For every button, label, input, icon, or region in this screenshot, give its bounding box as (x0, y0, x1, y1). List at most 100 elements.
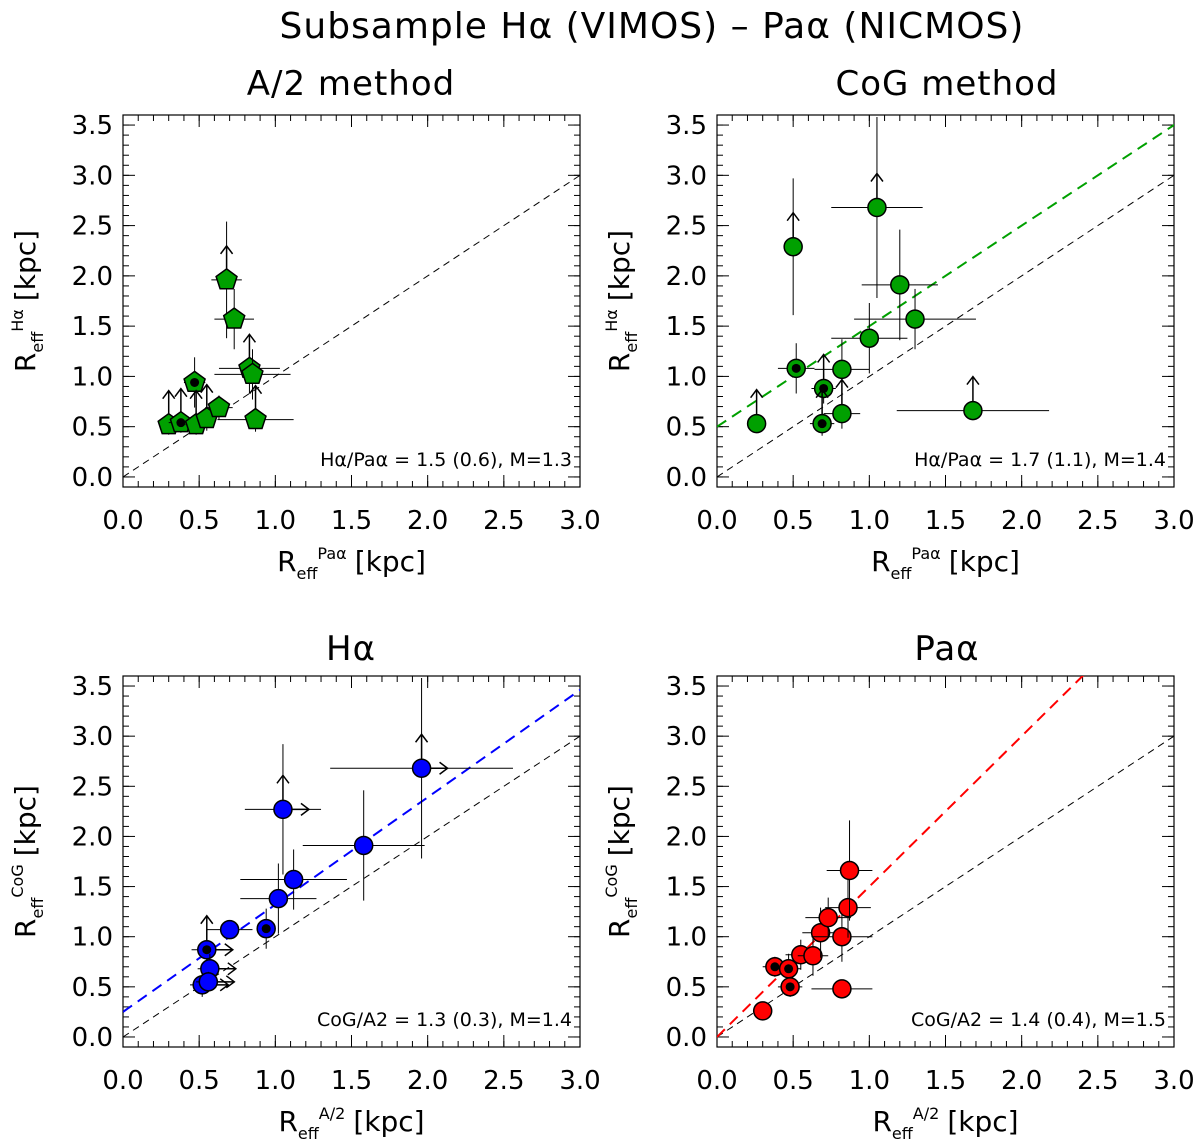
x-tick-label: 1.5 (925, 1066, 966, 1096)
x-label-superscript: Paα (317, 544, 346, 563)
panel-annotation: CoG/A2 = 1.3 (0.3), M=1.4 (317, 1009, 572, 1031)
y-axis-label: ReffHα [kpc] (8, 230, 47, 372)
x-label-subscript: eff (297, 564, 319, 583)
data-point (831, 117, 923, 298)
x-label-unit: [kpc] (353, 1105, 424, 1138)
circle-marker (832, 403, 852, 424)
x-tick-label: 2.5 (483, 1066, 524, 1096)
y-label-unit: [kpc] (9, 230, 42, 301)
circle-marker (752, 1001, 773, 1021)
data-point (777, 343, 815, 394)
lower-limit-arrowhead (200, 383, 214, 394)
inner-dot (261, 924, 271, 934)
inner-dot (785, 982, 795, 992)
x-tick-label: 0.5 (772, 1066, 813, 1096)
data-point (809, 388, 835, 436)
x-tick-label: 2.5 (1077, 1066, 1118, 1096)
plot-area: 0.0 0.5 1.0 1.5 2.0 2.5 3.0 0.0 0.5 1.0 1.5 2.0 2.5 3… (602, 672, 1195, 1140)
x-tick-label: 0.0 (696, 1066, 737, 1096)
y-label-superscript: Hα (602, 309, 621, 332)
data-point (752, 1001, 773, 1021)
y-tick-label: 3.0 (666, 161, 707, 191)
x-label-unit: [kpc] (355, 545, 426, 578)
y-tick-label: 1.5 (666, 312, 707, 342)
data-point (191, 914, 235, 970)
data-point (256, 908, 276, 949)
panel-title: Paα (914, 629, 979, 669)
y-label-superscript: Hα (8, 309, 27, 332)
x-tick-label: 0.5 (772, 506, 813, 536)
reference-lines (123, 174, 580, 478)
circle-marker (890, 275, 910, 295)
circle-marker (283, 869, 304, 890)
y-tick-label: 0.5 (666, 973, 707, 1003)
data-point (805, 897, 852, 938)
x-label-symbol: R (872, 1105, 891, 1138)
x-tick-label: 3.0 (559, 1066, 600, 1096)
x-tick-label: 3.0 (1153, 1066, 1194, 1096)
plot-area: 0.0 0.5 1.0 1.5 2.0 2.5 3.0 0.0 0.5 1.0 1.5 2.0 2.5 3… (602, 111, 1195, 583)
y-label-symbol: R (603, 919, 636, 938)
data-point (814, 339, 870, 400)
data-point (244, 744, 322, 875)
y-tick-label: 3.5 (666, 672, 707, 702)
panel-cog-method: CoG method 0.0 0.5 1.0 1.5 2.0 2.5 3.0 0.0 0.5 1.… (602, 64, 1195, 583)
circle-marker (746, 413, 767, 434)
panel-annotation: Hα/Paα = 1.7 (1.1), M=1.4 (914, 449, 1166, 471)
x-tick-label: 1.5 (925, 506, 966, 536)
y-label-unit: [kpc] (603, 785, 636, 856)
data-point (214, 288, 255, 350)
panel-annotation: CoG/A2 = 1.4 (0.4), M=1.5 (911, 1009, 1166, 1031)
pentagon-marker (241, 362, 264, 385)
lower-limit-arrowhead (242, 333, 257, 343)
y-tick-label: 2.5 (72, 212, 113, 242)
circle-marker (867, 197, 887, 218)
x-label-subscript: eff (892, 1124, 914, 1140)
panel-annotation: Hα/Paα = 1.5 (0.6), M=1.3 (320, 449, 572, 471)
x-tick-label: 2.0 (1001, 1066, 1042, 1096)
right-limit-arrowhead (300, 802, 311, 816)
circle-marker (839, 860, 860, 881)
y-label-superscript: CoG (602, 864, 621, 897)
y-tick-label: 0.0 (72, 463, 113, 493)
pentagon-marker (215, 267, 238, 290)
x-tick-label: 0.0 (102, 1066, 143, 1096)
y-tick-label: 2.5 (666, 212, 707, 242)
pentagon-marker (222, 307, 246, 329)
pentagon-marker (244, 407, 267, 430)
plot-area: 0.0 0.5 1.0 1.5 2.0 2.5 3.0 0.0 0.5 1.0 1.5 2.0 2.5 3… (8, 111, 601, 583)
data-point (797, 935, 829, 976)
x-tick-label: 2.5 (1077, 506, 1118, 536)
y-label-unit: [kpc] (9, 785, 42, 856)
reference-lines (717, 123, 1174, 478)
circle-marker (859, 328, 880, 348)
x-tick-label: 0.5 (178, 1066, 219, 1096)
lower-limit-arrowhead (174, 387, 188, 398)
x-tick-label: 1.0 (849, 1066, 890, 1096)
y-tick-label: 0.5 (666, 413, 707, 443)
y-tick-label: 0.5 (72, 413, 113, 443)
data-point (183, 357, 206, 408)
x-tick-label: 0.5 (178, 506, 219, 536)
lower-limit-arrowhead (750, 388, 764, 399)
circle-marker (268, 888, 289, 909)
lower-limit-arrowhead (786, 211, 800, 222)
circle-marker (832, 926, 852, 947)
y-tick-label: 3.0 (72, 161, 113, 191)
right-limit-arrowhead (225, 975, 236, 989)
one-to-one-line (717, 174, 1174, 478)
y-tick-label: 0.0 (72, 1023, 113, 1053)
x-label-superscript: A/2 (319, 1104, 346, 1123)
y-tick-label: 1.0 (666, 362, 707, 392)
x-label-subscript: eff (891, 564, 913, 583)
y-tick-label: 1.5 (72, 873, 113, 903)
panel-title: A/2 method (247, 64, 455, 104)
x-label-subscript: eff (298, 1124, 320, 1140)
x-label-superscript: Paα (911, 544, 940, 563)
fit-line (717, 123, 1174, 428)
y-tick-label: 3.5 (72, 111, 113, 141)
y-tick-label: 1.0 (72, 362, 113, 392)
y-tick-label: 1.0 (666, 923, 707, 953)
y-tick-label: 2.0 (666, 262, 707, 292)
x-tick-label: 0.0 (696, 506, 737, 536)
